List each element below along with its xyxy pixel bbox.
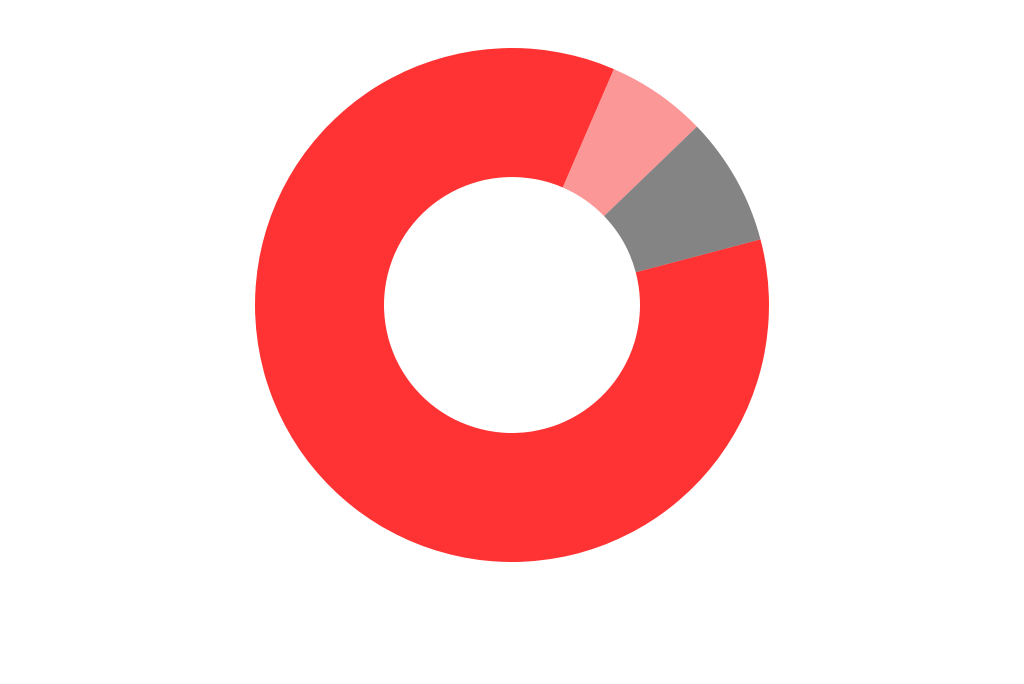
donut-slice	[562, 69, 697, 217]
donut-slice	[255, 47, 770, 562]
donut-slice	[604, 126, 761, 273]
